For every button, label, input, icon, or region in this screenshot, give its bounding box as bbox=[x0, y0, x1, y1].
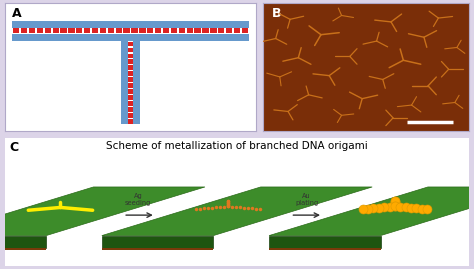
Bar bbox=[12, 28, 249, 34]
Bar bbox=[128, 42, 133, 47]
Bar bbox=[12, 21, 249, 24]
Bar bbox=[37, 28, 43, 33]
Bar bbox=[108, 28, 114, 33]
Text: Branched DNA origami: Branched DNA origami bbox=[23, 169, 86, 174]
Polygon shape bbox=[269, 236, 381, 248]
Bar bbox=[128, 71, 133, 76]
Bar bbox=[29, 28, 35, 33]
Bar bbox=[116, 28, 122, 33]
Bar bbox=[13, 28, 19, 33]
Text: C: C bbox=[9, 141, 18, 154]
Bar bbox=[242, 28, 248, 33]
Bar bbox=[128, 83, 133, 88]
Bar bbox=[102, 248, 213, 250]
Text: B: B bbox=[272, 6, 281, 20]
Bar bbox=[128, 95, 133, 100]
Bar bbox=[128, 41, 133, 124]
Bar bbox=[128, 107, 133, 112]
Polygon shape bbox=[0, 187, 205, 236]
Bar bbox=[155, 28, 161, 33]
Bar bbox=[128, 59, 133, 64]
Bar bbox=[12, 21, 249, 41]
Bar bbox=[128, 65, 133, 70]
Bar bbox=[269, 248, 381, 250]
Bar bbox=[171, 28, 177, 33]
Bar bbox=[131, 28, 137, 33]
Bar bbox=[121, 41, 140, 124]
Bar bbox=[194, 28, 201, 33]
Bar bbox=[68, 28, 74, 33]
Bar bbox=[128, 113, 133, 118]
Bar bbox=[100, 28, 106, 33]
Bar bbox=[92, 28, 98, 33]
Bar bbox=[53, 28, 59, 33]
Bar bbox=[187, 28, 193, 33]
Bar bbox=[128, 54, 133, 58]
Bar bbox=[226, 28, 232, 33]
Bar bbox=[139, 28, 146, 33]
Text: Au
plating: Au plating bbox=[295, 193, 319, 206]
Bar bbox=[202, 28, 209, 33]
Bar bbox=[163, 28, 169, 33]
Bar bbox=[84, 28, 91, 33]
Bar bbox=[60, 28, 67, 33]
Text: A: A bbox=[12, 6, 22, 20]
Bar bbox=[218, 28, 225, 33]
Polygon shape bbox=[269, 187, 474, 236]
Bar bbox=[210, 28, 217, 33]
Bar bbox=[137, 41, 140, 124]
Bar bbox=[124, 28, 130, 33]
Bar bbox=[179, 28, 185, 33]
Bar bbox=[234, 28, 240, 33]
Bar bbox=[147, 28, 154, 33]
Polygon shape bbox=[102, 236, 213, 248]
Bar bbox=[128, 48, 133, 52]
Polygon shape bbox=[0, 236, 46, 248]
Bar bbox=[128, 119, 133, 124]
Bar bbox=[128, 101, 133, 106]
Bar bbox=[12, 38, 249, 41]
Text: Ag
seeding: Ag seeding bbox=[125, 193, 151, 206]
Bar bbox=[45, 28, 51, 33]
Polygon shape bbox=[102, 187, 372, 236]
Bar bbox=[128, 89, 133, 94]
Bar bbox=[121, 41, 124, 124]
Text: Scheme of metallization of branched DNA origami: Scheme of metallization of branched DNA … bbox=[106, 141, 368, 151]
Bar bbox=[21, 28, 27, 33]
Bar bbox=[128, 77, 133, 82]
Bar bbox=[76, 28, 82, 33]
Bar bbox=[0, 248, 46, 250]
